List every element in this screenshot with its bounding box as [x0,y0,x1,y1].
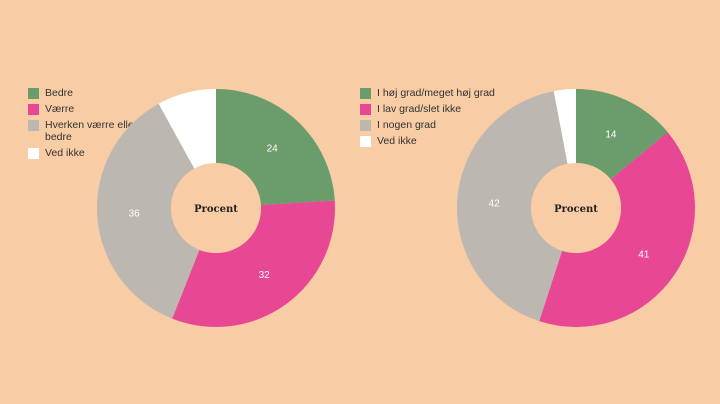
legend-label: Ved ikke [377,135,417,147]
slice-value-label: 36 [129,209,141,220]
slice-value-label: 24 [267,144,279,155]
legend-right: I høj grad/meget høj grad I lav grad/sle… [360,87,517,151]
chart-right: I høj grad/meget høj grad I lav grad/sle… [360,0,720,404]
legend-item: I nogen grad [360,119,517,131]
legend-item: Hverken værre eller bedre [28,119,141,143]
legend-item: Ved ikke [360,135,517,147]
legend-swatch-hverken [28,120,39,131]
legend-swatch-nogen-grad [360,120,371,131]
donut-chart-right: 14 41 42 Procent [456,89,696,327]
legend-label: Bedre [45,87,74,99]
donut-slice [172,200,335,327]
legend-swatch-lav-grad [360,104,371,115]
slice-value-label: 32 [259,270,271,281]
legend-swatch-hoej-grad [360,88,371,99]
legend-item: I lav grad/slet ikke [360,103,517,115]
donut-chart-left: 24 32 36 Procent [97,89,335,327]
legend-label: Værre [45,103,75,115]
slice-value-label: 41 [638,250,650,261]
center-label: Procent [554,204,598,215]
center-label: Procent [194,204,238,215]
donut-slice [539,132,696,327]
legend-label: Hverken værre eller bedre [45,119,138,143]
legend-label: I nogen grad [377,119,436,131]
legend-swatch-bedre [28,88,39,99]
donut-hole [531,163,621,253]
chart-left: Bedre Værre Hverken værre eller bedre Ve… [28,87,335,327]
legend-label: I høj grad/meget høj grad [377,87,495,99]
legend-item: Bedre [28,87,141,99]
donut-slice [456,91,568,322]
legend-swatch-ved-ikke [360,136,371,147]
legend-item: Værre [28,103,141,115]
slice-value-label: 42 [489,198,501,209]
legend-label: Ved ikke [45,147,85,159]
legend-left: Bedre Værre Hverken værre eller bedre Ve… [28,87,141,163]
donut-slice [576,89,668,180]
donut-slice [158,89,216,169]
legend-item: Ved ikke [28,147,141,159]
legend-swatch-ved-ikke [28,148,39,159]
legend-item: I høj grad/meget høj grad [360,87,517,99]
donut-slice [216,89,335,206]
slice-value-label: 14 [605,129,617,140]
donut-slice [97,103,200,319]
donut-slice [553,89,576,164]
legend-swatch-vaerre [28,104,39,115]
legend-label: I lav grad/slet ikke [377,103,462,115]
donut-hole [171,163,261,253]
